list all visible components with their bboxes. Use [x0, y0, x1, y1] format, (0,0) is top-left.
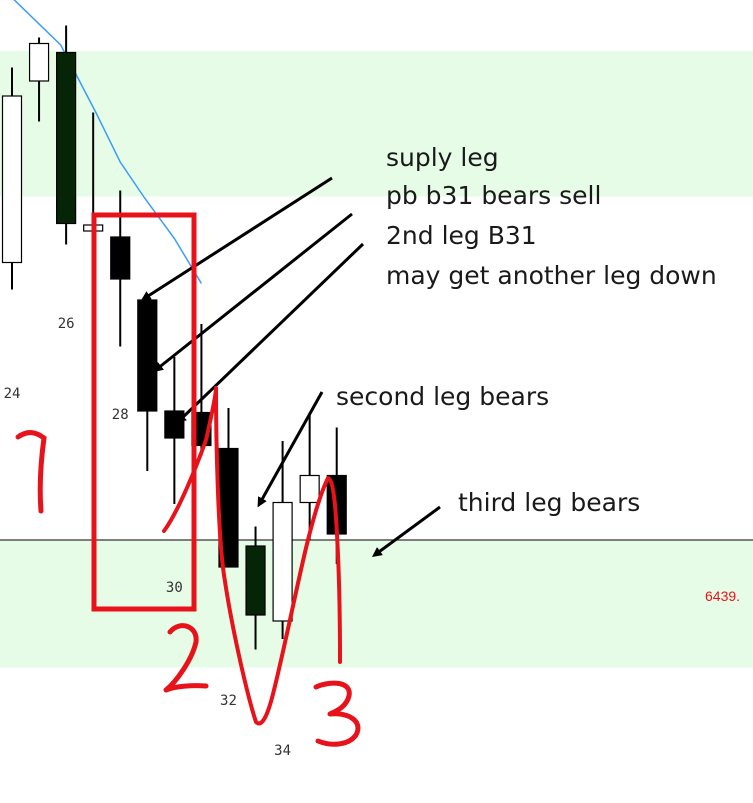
body [1, 95, 23, 264]
annotation-third-leg-bears: third leg bears [458, 488, 641, 517]
body [299, 474, 320, 504]
ema-layer [13, 0, 203, 284]
annotation-supply-leg: suply leg [386, 143, 499, 172]
handwritten-3 [313, 680, 361, 747]
arrow-layer [140, 176, 441, 557]
body [245, 545, 266, 616]
body [28, 42, 50, 82]
zone-demand [0, 540, 753, 668]
candle-25 [28, 37, 50, 122]
body [272, 501, 293, 622]
hand-markup-layer [15, 212, 361, 747]
price-label: 6439. [705, 588, 740, 604]
arrow-third-leg-bears [371, 505, 441, 557]
handwritten-wave [162, 386, 342, 726]
handwritten-1 [15, 430, 47, 514]
arrow-pb-b31 [153, 212, 353, 373]
body [137, 299, 158, 412]
candle-26 [56, 25, 77, 245]
annotation-pb-b31: pb b31 bears sell [386, 181, 602, 210]
ema-line [13, 0, 203, 284]
highlight-box [91, 212, 197, 612]
body [164, 410, 185, 439]
annotation-second-leg-bears: second leg bears [336, 382, 550, 411]
x-tick-30: 30 [166, 580, 183, 596]
annotation-2nd-leg-b31: 2nd leg B31 [386, 221, 537, 250]
body [56, 51, 77, 225]
candle-30 [164, 357, 185, 504]
arrow-2nd-leg [176, 242, 365, 424]
x-tick-32: 32 [220, 693, 237, 709]
annotation-another-leg: may get another leg down [386, 261, 717, 290]
arrow-second-leg-bears [257, 391, 324, 508]
x-tick-layer: 24 26 28 30 32 34 [4, 316, 291, 759]
zone-supply [0, 51, 753, 197]
candle-34 [272, 441, 293, 639]
handwritten-2 [163, 623, 209, 693]
zone-layer [0, 51, 753, 668]
candle-33 [245, 526, 266, 650]
candle-24 [1, 67, 23, 290]
x-tick-28: 28 [112, 407, 129, 423]
candle-32 [218, 408, 239, 568]
body [110, 236, 131, 280]
x-tick-26: 26 [58, 316, 75, 332]
x-tick-34: 34 [274, 743, 291, 759]
arrow-supply-leg [140, 176, 333, 301]
candle-35 [299, 414, 320, 540]
x-tick-24: 24 [4, 386, 21, 402]
candle-29 [137, 299, 158, 471]
